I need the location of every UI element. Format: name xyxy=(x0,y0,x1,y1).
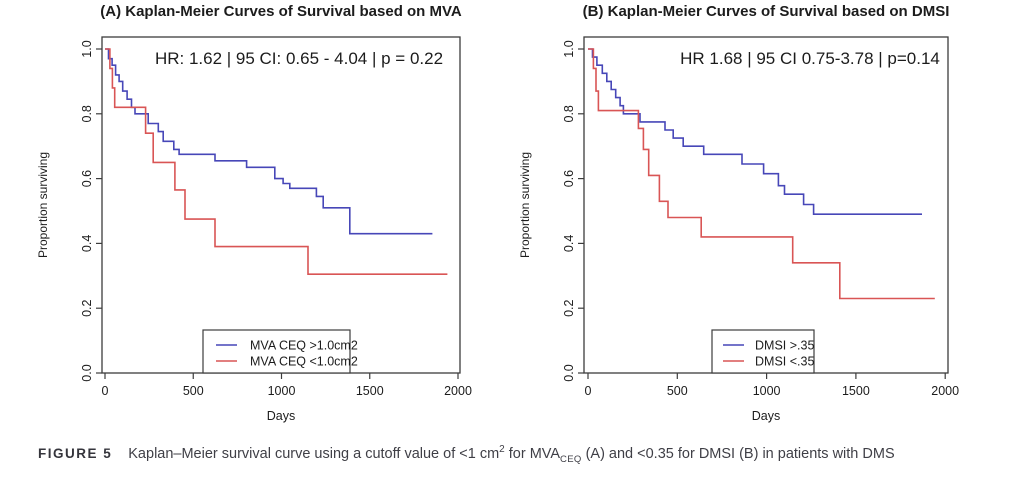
y-tick-label: 0.8 xyxy=(562,105,576,122)
x-tick-label: 2000 xyxy=(444,384,472,398)
km-panel-a: (A) Kaplan-Meier Curves of Survival base… xyxy=(0,0,512,430)
hr-annotation: HR 1.68 | 95 CI 0.75-3.78 | p=0.14 xyxy=(680,49,940,68)
x-tick-label: 1500 xyxy=(842,384,870,398)
figure-caption: FIGURE 5 Kaplan–Meier survival curve usin… xyxy=(38,444,895,465)
x-axis-label: Days xyxy=(752,409,780,423)
legend-box xyxy=(711,329,815,374)
plot-box xyxy=(101,36,461,374)
figure-caption-label: FIGURE 5 xyxy=(38,445,113,461)
caption-part: Kaplan–Meier survival curve using a cuto… xyxy=(128,445,500,462)
x-tick-label: 500 xyxy=(667,384,688,398)
legend: DMSI >.35 DMSI <.35 xyxy=(711,329,815,374)
survival-curve-blue xyxy=(588,48,922,215)
y-tick-label: 0.2 xyxy=(80,299,94,316)
km-panel-a-svg: (A) Kaplan-Meier Curves of Survival base… xyxy=(36,3,472,423)
legend-label: MVA CEQ <1.0cm2 xyxy=(250,355,358,369)
legend-box xyxy=(202,329,351,374)
x-tick-label: 1000 xyxy=(753,384,781,398)
y-tick-label: 0.0 xyxy=(80,364,94,381)
y-tick-label: 1.0 xyxy=(80,40,94,57)
y-tick-label: 0.0 xyxy=(562,364,576,381)
panel-title: (B) Kaplan-Meier Curves of Survival base… xyxy=(583,3,950,20)
x-tick-label: 1000 xyxy=(268,384,296,398)
caption-superscript: 2 xyxy=(499,444,505,455)
figure-caption-text: Kaplan–Meier survival curve using a cuto… xyxy=(128,444,895,465)
y-axis-label: Proportion surviving xyxy=(518,152,532,258)
caption-subscript: CEQ xyxy=(560,453,582,465)
y-tick-label: 0.6 xyxy=(80,170,94,187)
caption-part: for MVA xyxy=(504,445,561,462)
caption-part: (A) and <0.35 for DMSI (B) in patients w… xyxy=(581,445,895,462)
survival-curve-red xyxy=(588,48,935,300)
legend-label: MVA CEQ >1.0cm2 xyxy=(250,339,358,353)
y-tick-label: 0.4 xyxy=(80,235,94,252)
y-axis-label: Proportion surviving xyxy=(36,152,50,258)
x-tick-label: 2000 xyxy=(931,384,959,398)
legend-label: DMSI >.35 xyxy=(755,339,814,353)
panel-title: (A) Kaplan-Meier Curves of Survival base… xyxy=(100,3,462,20)
survival-curve-blue xyxy=(105,48,433,235)
legend: MVA CEQ >1.0cm2 MVA CEQ <1.0cm2 xyxy=(202,329,358,374)
y-tick-label: 0.8 xyxy=(80,105,94,122)
x-tick-label: 1500 xyxy=(356,384,384,398)
x-tick-label: 0 xyxy=(585,384,592,398)
survival-curve-red xyxy=(105,48,448,275)
km-panel-b-svg: (B) Kaplan-Meier Curves of Survival base… xyxy=(518,3,959,423)
x-tick-label: 500 xyxy=(183,384,204,398)
y-tick-label: 0.2 xyxy=(562,299,576,316)
x-tick-label: 0 xyxy=(102,384,109,398)
hr-annotation: HR: 1.62 | 95 CI: 0.65 - 4.04 | p = 0.22 xyxy=(155,49,443,68)
x-axis-label: Days xyxy=(267,409,295,423)
y-tick-label: 1.0 xyxy=(562,40,576,57)
plot-box xyxy=(583,36,949,374)
legend-label: DMSI <.35 xyxy=(755,355,814,369)
y-tick-label: 0.4 xyxy=(562,235,576,252)
km-panel-b: (B) Kaplan-Meier Curves of Survival base… xyxy=(512,0,1024,430)
y-tick-label: 0.6 xyxy=(562,170,576,187)
